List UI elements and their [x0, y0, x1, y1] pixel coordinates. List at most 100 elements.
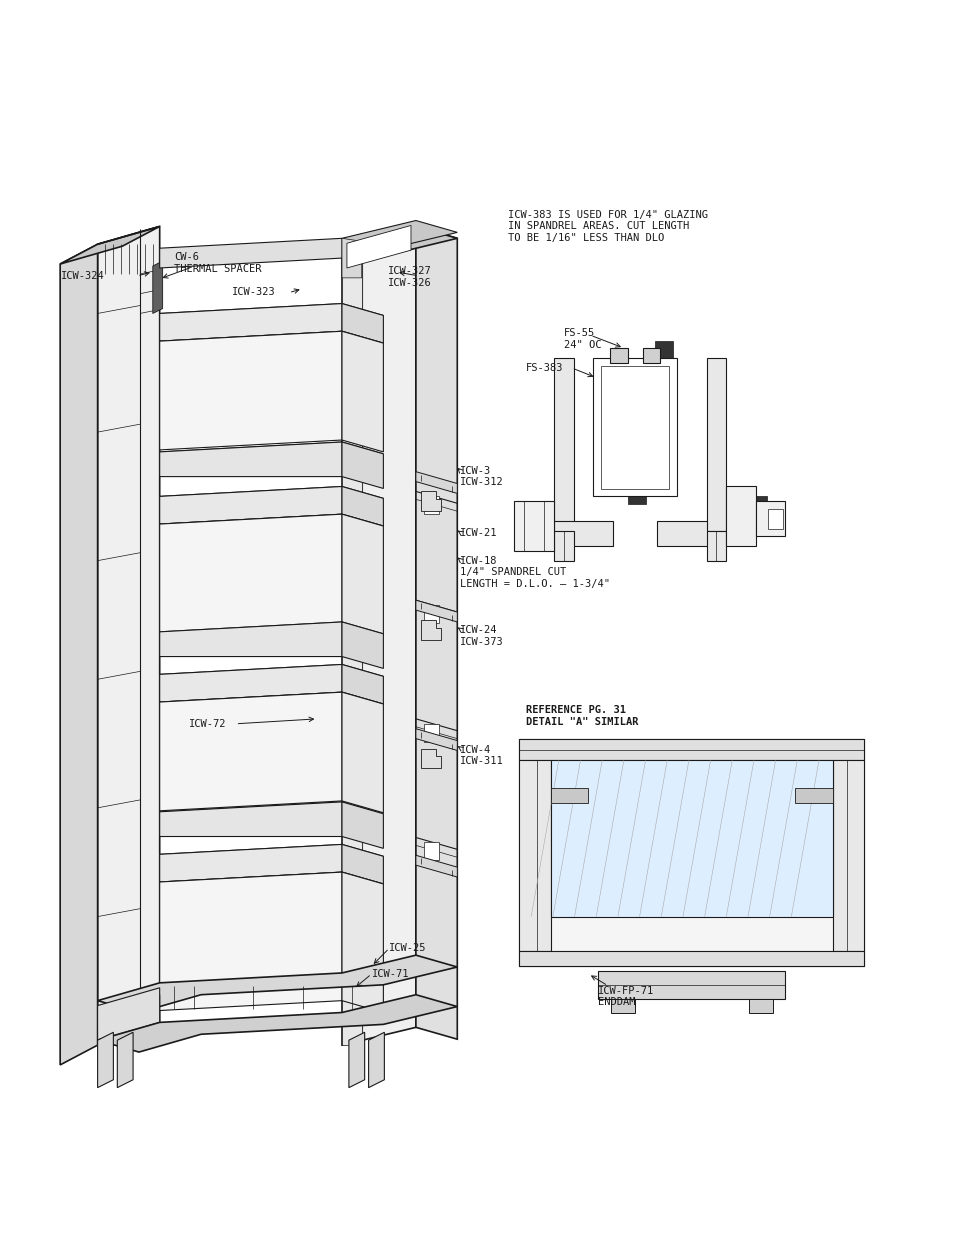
Polygon shape: [341, 442, 383, 489]
Polygon shape: [416, 600, 456, 622]
Polygon shape: [341, 221, 456, 251]
Polygon shape: [593, 358, 677, 496]
Text: FS-383: FS-383: [526, 363, 563, 373]
Polygon shape: [795, 788, 832, 803]
Polygon shape: [554, 358, 573, 531]
Polygon shape: [767, 509, 782, 529]
Polygon shape: [518, 739, 863, 966]
Polygon shape: [657, 521, 725, 546]
Polygon shape: [423, 605, 438, 622]
Polygon shape: [159, 872, 383, 894]
Polygon shape: [97, 988, 159, 1040]
Text: CW-6
THERMAL SPACER: CW-6 THERMAL SPACER: [174, 252, 262, 274]
Polygon shape: [341, 664, 383, 704]
Polygon shape: [97, 226, 159, 1045]
Polygon shape: [159, 442, 383, 464]
Polygon shape: [159, 692, 383, 714]
Polygon shape: [518, 739, 863, 761]
Polygon shape: [159, 845, 341, 882]
Polygon shape: [159, 238, 341, 268]
Polygon shape: [341, 487, 383, 526]
Polygon shape: [159, 664, 383, 687]
Polygon shape: [725, 487, 755, 546]
Polygon shape: [341, 514, 383, 635]
Polygon shape: [832, 761, 863, 951]
Polygon shape: [598, 971, 784, 999]
Polygon shape: [159, 514, 341, 632]
Polygon shape: [341, 872, 383, 1013]
Polygon shape: [416, 856, 456, 877]
Polygon shape: [341, 802, 383, 848]
Polygon shape: [60, 245, 97, 1065]
Polygon shape: [341, 622, 383, 668]
Polygon shape: [97, 955, 456, 1013]
Text: ICW-72: ICW-72: [189, 719, 227, 729]
Text: ICW-18
1/4" SPANDREL CUT
LENGTH = D.L.O. – 1-3/4": ICW-18 1/4" SPANDREL CUT LENGTH = D.L.O.…: [459, 556, 610, 589]
Polygon shape: [341, 304, 383, 343]
Polygon shape: [706, 358, 725, 531]
Polygon shape: [159, 845, 383, 866]
Polygon shape: [159, 872, 341, 1010]
Text: ICW-383 IS USED FOR 1/4" GLAZING
IN SPANDREL AREAS. CUT LENGTH
TO BE 1/16" LESS : ICW-383 IS USED FOR 1/4" GLAZING IN SPAN…: [507, 210, 707, 243]
Text: ICW-3
ICW-312: ICW-3 ICW-312: [459, 466, 503, 488]
Polygon shape: [368, 1032, 384, 1088]
Text: FS-55
24" OC: FS-55 24" OC: [563, 329, 600, 350]
Polygon shape: [416, 226, 456, 1039]
Polygon shape: [514, 501, 554, 551]
Polygon shape: [341, 245, 361, 1045]
Text: ICW-324: ICW-324: [61, 270, 105, 280]
Polygon shape: [117, 1032, 132, 1088]
Polygon shape: [97, 1032, 113, 1088]
Polygon shape: [159, 304, 383, 325]
Polygon shape: [341, 226, 456, 256]
Polygon shape: [347, 226, 411, 268]
Polygon shape: [159, 331, 341, 450]
Polygon shape: [159, 802, 383, 824]
Polygon shape: [341, 226, 416, 1045]
Polygon shape: [341, 692, 383, 813]
Polygon shape: [423, 842, 438, 861]
Polygon shape: [159, 487, 341, 524]
Polygon shape: [609, 348, 627, 363]
Polygon shape: [349, 1032, 364, 1088]
Polygon shape: [416, 729, 456, 751]
Polygon shape: [706, 531, 725, 561]
Polygon shape: [341, 238, 361, 278]
Polygon shape: [159, 487, 383, 509]
Text: ICW-323: ICW-323: [232, 287, 275, 296]
Polygon shape: [550, 761, 832, 916]
Polygon shape: [159, 664, 341, 701]
Polygon shape: [420, 620, 440, 640]
Polygon shape: [341, 331, 383, 452]
Polygon shape: [159, 802, 341, 836]
Polygon shape: [420, 748, 440, 768]
Polygon shape: [420, 492, 440, 511]
Polygon shape: [423, 724, 438, 741]
Polygon shape: [159, 442, 341, 477]
Bar: [655, 341, 673, 359]
Polygon shape: [518, 761, 550, 951]
Text: ICW-24
ICW-373: ICW-24 ICW-373: [459, 625, 503, 646]
Text: ICW-21: ICW-21: [459, 527, 497, 538]
Text: REFERENCE PG. 31
DETAIL "A" SIMILAR: REFERENCE PG. 31 DETAIL "A" SIMILAR: [526, 705, 639, 726]
Bar: [750, 496, 766, 513]
Polygon shape: [159, 622, 341, 657]
Polygon shape: [341, 845, 383, 884]
Polygon shape: [97, 994, 456, 1052]
Polygon shape: [755, 501, 784, 536]
Polygon shape: [159, 304, 341, 341]
Polygon shape: [159, 692, 341, 811]
Polygon shape: [610, 999, 634, 1013]
Bar: [627, 487, 645, 504]
Polygon shape: [423, 496, 438, 514]
Polygon shape: [600, 366, 668, 489]
Text: ICW-25: ICW-25: [389, 944, 426, 953]
Polygon shape: [518, 951, 863, 966]
Polygon shape: [159, 514, 383, 536]
Text: ICW-FP-71
ENDDAM: ICW-FP-71 ENDDAM: [598, 986, 654, 1008]
Polygon shape: [554, 521, 613, 546]
Text: ICW-71: ICW-71: [371, 969, 409, 979]
Polygon shape: [748, 999, 772, 1013]
Text: ICW-4
ICW-311: ICW-4 ICW-311: [459, 745, 503, 766]
Polygon shape: [416, 472, 456, 494]
